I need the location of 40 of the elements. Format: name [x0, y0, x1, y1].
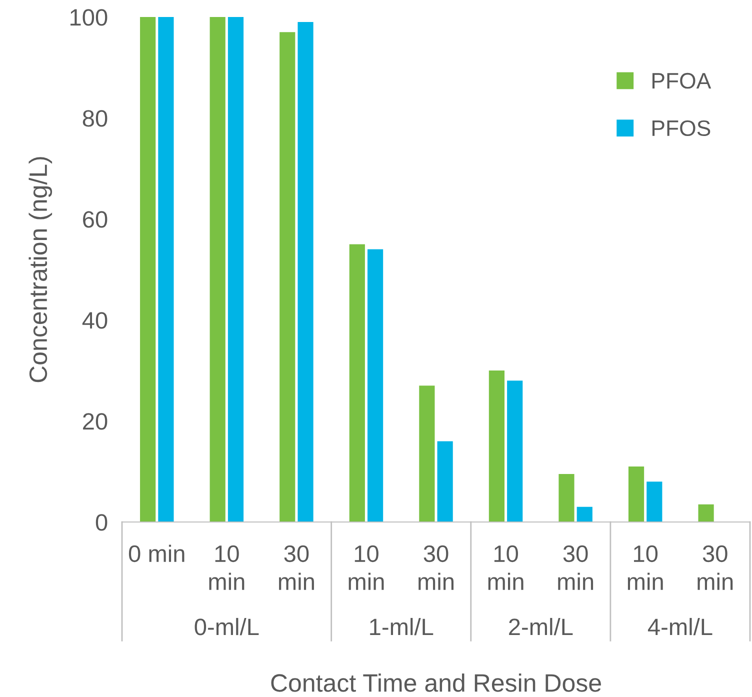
- y-tick-label: 40: [82, 312, 108, 329]
- bar: [280, 32, 296, 522]
- bar: [558, 474, 574, 522]
- bar: [367, 249, 384, 522]
- x-tick-label: 10 min: [488, 545, 524, 590]
- bar: [628, 466, 644, 522]
- legend-label: PFOA: [652, 72, 712, 89]
- bar: [228, 17, 244, 522]
- bar: [576, 506, 592, 522]
- bar: [140, 17, 156, 522]
- y-tick-label: 60: [83, 211, 108, 228]
- bar: [210, 17, 226, 522]
- x-tick-label: 10 min: [348, 545, 384, 590]
- y-tick-label: 100: [70, 9, 108, 26]
- text: 0-ml/L: [194, 618, 259, 636]
- bar: [488, 370, 505, 522]
- y-tick-label: 0: [96, 514, 108, 531]
- y-tick-label: 80: [82, 110, 108, 127]
- legend-label: PFOS: [652, 120, 710, 136]
- text: 2-ml/L: [509, 618, 573, 636]
- x-axis-title: Contact Time and Resin Dose: [271, 674, 601, 692]
- bar: [298, 22, 314, 522]
- bar: [507, 380, 523, 522]
- x-tick-label: 30 min: [698, 545, 733, 590]
- y-axis-title: Concentration (ng/L): [28, 157, 52, 382]
- x-tick-label: 10 min: [209, 545, 244, 590]
- bar: [698, 504, 714, 522]
- bar: [419, 386, 435, 522]
- text: 4-ml/L: [648, 618, 712, 636]
- y-tick-label: 20: [83, 413, 108, 430]
- x-tick-label: 30 min: [558, 545, 594, 590]
- bar: [646, 482, 662, 522]
- text: 1-ml/L: [370, 618, 434, 636]
- bar: [158, 17, 174, 522]
- bar: [349, 244, 365, 522]
- x-tick-label: 10 min: [628, 545, 663, 590]
- x-tick-label: 30 min: [278, 545, 314, 590]
- x-tick-label: 30 min: [418, 545, 454, 590]
- bar: [437, 441, 453, 522]
- x-tick-label: 0 min: [128, 544, 184, 562]
